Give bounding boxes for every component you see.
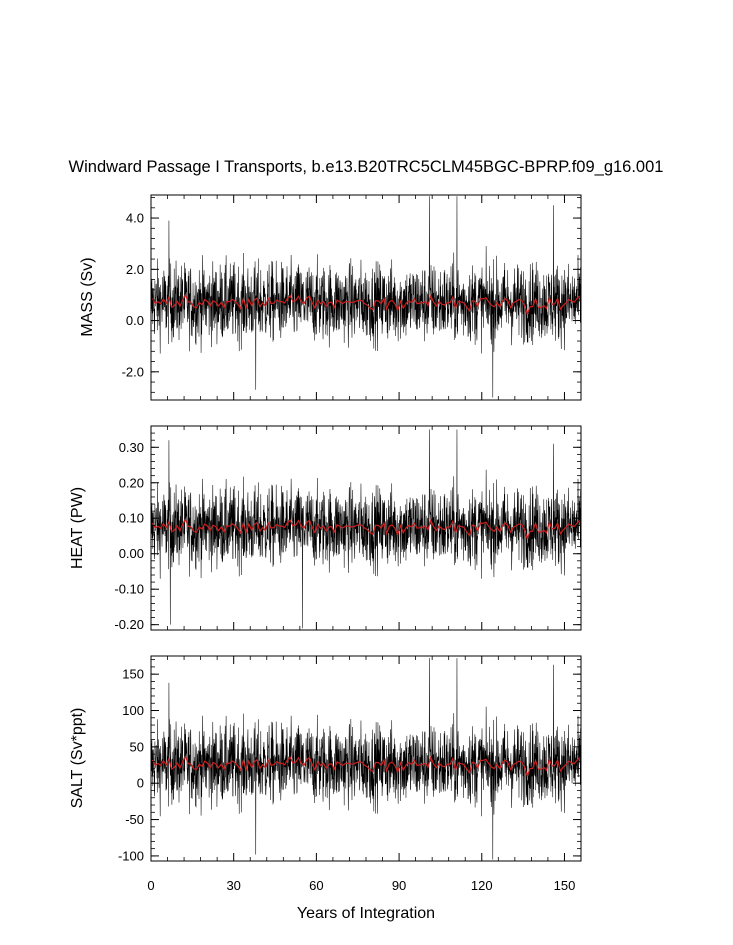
x-tick-label-3: 90 <box>392 878 406 893</box>
y-tick-label-salt-0: 150 <box>122 667 144 682</box>
y-tick-label-mass-0: 4.0 <box>126 211 144 226</box>
series-annual-salt <box>151 755 581 778</box>
y-tick-label-salt-4: -50 <box>125 812 144 827</box>
ylabel-salt: SALT (Sv*ppt) <box>69 708 86 809</box>
series-monthly-salt <box>151 658 581 860</box>
y-tick-label-heat-3: 0.00 <box>119 546 144 561</box>
y-tick-label-salt-3: 0 <box>137 776 144 791</box>
series-monthly-heat <box>151 429 581 629</box>
x-tick-label-5: 150 <box>554 878 576 893</box>
y-tick-label-heat-4: -0.10 <box>114 582 144 597</box>
panel-salt: SALT (Sv*ppt) 150 100 50 0 -50 -100 <box>69 655 582 863</box>
series-monthly-mass <box>151 196 581 398</box>
y-tick-label-mass-2: 0.0 <box>126 313 144 328</box>
series-annual-mass <box>151 293 581 316</box>
x-tick-labels: 0 30 60 90 120 150 <box>147 878 575 893</box>
y-tick-label-heat-2: 0.10 <box>119 511 144 526</box>
plot-border-mass <box>150 194 582 401</box>
chart-title: Windward Passage I Transports, b.e13.B20… <box>69 158 664 176</box>
y-tick-label-mass-1: 2.0 <box>126 262 144 277</box>
plot-border-heat <box>150 425 582 631</box>
x-tick-label-1: 30 <box>226 878 240 893</box>
y-tick-label-heat-1: 0.20 <box>119 475 144 490</box>
y-tick-label-salt-5: -100 <box>118 848 144 863</box>
series-annual-heat <box>151 518 581 541</box>
x-tick-label-2: 60 <box>309 878 323 893</box>
ylabel-mass: MASS (Sv) <box>79 257 96 336</box>
panel-mass: MASS (Sv) 4.0 2.0 0.0 -2.0 <box>79 194 582 401</box>
x-axis-title: Years of Integration <box>297 905 435 922</box>
x-tick-label-0: 0 <box>147 878 154 893</box>
y-tick-label-salt-1: 100 <box>122 703 144 718</box>
y-tick-label-salt-2: 50 <box>130 739 144 754</box>
y-tick-label-heat-5: -0.20 <box>114 617 144 632</box>
panel-heat: HEAT (PW) 0.30 0.20 0.10 0.00 -0.10 -0.20 <box>69 425 582 632</box>
y-tick-label-mass-3: -2.0 <box>122 364 144 379</box>
y-tick-label-heat-0: 0.30 <box>119 440 144 455</box>
x-tick-label-4: 120 <box>471 878 493 893</box>
plot-border-salt <box>150 655 582 862</box>
ylabel-heat: HEAT (PW) <box>69 487 86 569</box>
